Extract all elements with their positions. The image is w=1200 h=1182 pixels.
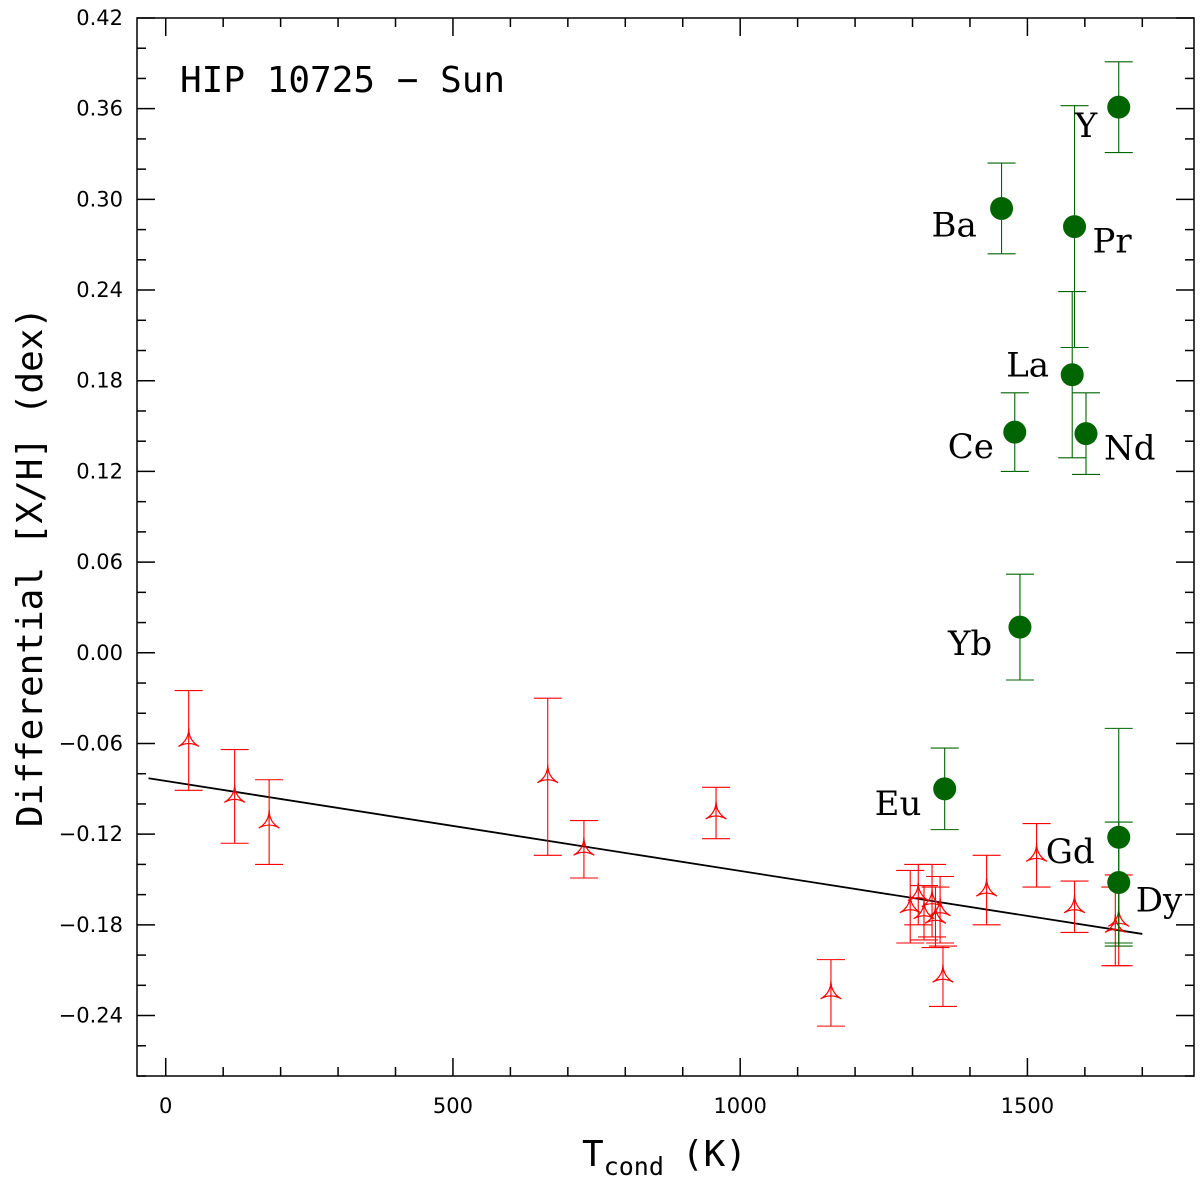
- red-series: [174, 690, 1133, 1027]
- y-axis-title: Differential [X/H] (dex): [10, 307, 51, 827]
- point-label-gd: Gd: [1046, 832, 1095, 872]
- red-star-marker: [975, 878, 998, 897]
- point-label-eu: Eu: [875, 784, 922, 824]
- y-tick-label: −0.18: [59, 913, 123, 937]
- point-label-ce: Ce: [948, 427, 994, 467]
- green-series: [930, 61, 1133, 947]
- x-axis-title-subscript: cond: [604, 1152, 664, 1181]
- point-label-la: La: [1006, 346, 1049, 386]
- axis-ticks: [137, 17, 1194, 1077]
- y-tick-label: −0.06: [59, 731, 123, 755]
- y-tick-label: −0.24: [59, 1004, 123, 1028]
- y-tick-label: 0.18: [76, 369, 123, 393]
- y-tick-label: 0.00: [76, 641, 123, 665]
- point-label-dy: Dy: [1136, 881, 1183, 921]
- x-axis-title-main: T: [582, 1134, 604, 1175]
- green-circle-marker: [1008, 615, 1032, 639]
- point-label-yb: Yb: [947, 624, 992, 664]
- point-label-nd: Nd: [1104, 429, 1156, 469]
- red-star-marker: [929, 897, 951, 917]
- x-tick-label: 0: [159, 1094, 172, 1118]
- red-star-marker: [913, 900, 935, 920]
- red-star-marker: [899, 894, 921, 914]
- point-label-y: Y: [1074, 106, 1098, 146]
- y-tick-label: −0.12: [59, 822, 123, 846]
- tick-labels: 0 500 1000 1500 −0.24 −0.18 −0.12 −0.06 0.00 0.06…: [59, 6, 1054, 1118]
- red-star-marker: [1025, 843, 1048, 862]
- fit-line: [148, 777, 1143, 935]
- red-star-marker: [1063, 894, 1086, 914]
- green-circle-marker: [1107, 95, 1131, 119]
- point-label-pr: Pr: [1093, 222, 1133, 262]
- red-star-marker: [921, 888, 943, 908]
- green-circle-marker: [990, 196, 1014, 220]
- y-tick-label: 0.24: [76, 278, 123, 302]
- red-star-marker: [705, 801, 727, 820]
- red-star-marker: [820, 980, 842, 1000]
- red-star-marker: [178, 728, 200, 747]
- x-axis-title: Tcond (K): [582, 1134, 747, 1181]
- red-star-marker: [537, 764, 559, 784]
- green-circle-marker: [1107, 871, 1131, 895]
- green-circle-marker: [1074, 422, 1098, 446]
- green-circle-marker: [933, 777, 957, 801]
- x-axis-title-unit: (K): [682, 1134, 747, 1175]
- green-circle-marker: [1003, 420, 1027, 444]
- green-circle-marker: [1063, 215, 1087, 239]
- green-circle-marker: [1060, 363, 1084, 387]
- x-tick-label: 1500: [1001, 1094, 1054, 1118]
- red-star-marker: [223, 784, 246, 803]
- red-star-marker: [258, 810, 280, 829]
- point-labels: Y Ba Pr La Ce Nd Yb Eu Gd Dy: [875, 106, 1183, 920]
- red-star-marker: [924, 905, 947, 924]
- red-star-marker: [907, 882, 929, 902]
- red-star-marker: [573, 837, 595, 856]
- y-tick-label: 0.12: [76, 459, 123, 483]
- y-tick-label: 0.06: [76, 550, 123, 574]
- plot-frame: [136, 17, 1195, 1077]
- plot-title: HIP 10725 − Sun: [180, 60, 505, 101]
- x-tick-label: 500: [433, 1094, 473, 1118]
- y-tick-label: 0.42: [76, 6, 123, 30]
- y-tick-label: 0.36: [76, 97, 123, 121]
- red-star-marker: [932, 964, 954, 983]
- point-label-ba: Ba: [932, 205, 977, 245]
- y-tick-label: 0.30: [76, 187, 123, 211]
- fit-line-group: [148, 777, 1143, 935]
- x-tick-label: 1000: [713, 1094, 766, 1118]
